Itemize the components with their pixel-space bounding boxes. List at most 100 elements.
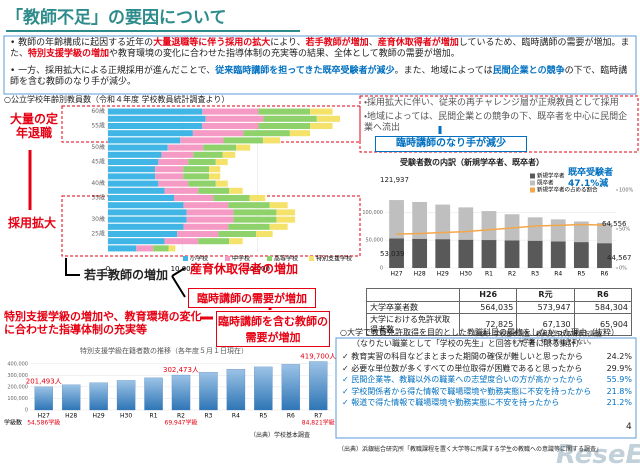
bar-segment	[262, 137, 281, 144]
bar-segment	[527, 217, 543, 241]
bar	[144, 377, 163, 411]
x-tick-label: H28	[65, 413, 77, 420]
y-tick-label: 100,000	[362, 210, 383, 216]
table-cell: 573,947	[516, 300, 575, 315]
table-cell: 564,035	[458, 300, 518, 315]
bar-segment	[108, 245, 137, 252]
page-number: 4	[626, 422, 632, 432]
bar	[309, 361, 328, 411]
summary-text: 従来臨時講師を担ってきた既卒受験者が減少	[215, 66, 395, 76]
bar-segment	[177, 230, 219, 238]
legend-swatch	[309, 256, 314, 261]
bar-segment	[573, 221, 589, 243]
bar	[281, 364, 301, 411]
bar-segment	[233, 209, 277, 216]
bar-segment	[108, 158, 159, 166]
survey-list: ✓ 教育実習の科目などまとまった期間の確保が難しいと思ったから 24.2% ✓ 必要…	[342, 352, 632, 410]
summary-text: しているため、臨時講師の需要が増加。また、	[10, 38, 630, 59]
bar-segment	[192, 130, 244, 137]
bar-segment	[108, 202, 184, 209]
bar-segment	[597, 243, 612, 268]
bar-segment	[108, 216, 187, 223]
x-tick-label: H27	[390, 271, 402, 278]
y-tick-label: 45歳	[91, 158, 105, 166]
bar-segment	[203, 144, 236, 151]
bar-segment	[276, 209, 296, 216]
legend-label: 新規学卒者の占める割合	[537, 186, 598, 194]
bar-segment	[108, 238, 165, 245]
bar-segment	[209, 166, 221, 173]
bar-segment	[198, 238, 230, 245]
bar-segment	[213, 194, 250, 202]
survey-pct: 55.9%	[606, 375, 632, 385]
table-header-cell: R元	[516, 288, 575, 302]
table-header: H26 R元 R6	[366, 288, 633, 302]
survey-item: ✓ 教育実習の科目などまとまった期間の確保が難しいと思ったから 24.2%	[342, 352, 632, 362]
annotation: 64,556	[602, 220, 627, 228]
legend-label: 既卒者	[537, 179, 554, 187]
bar-segment	[183, 223, 229, 230]
bar-segment	[458, 239, 474, 268]
summary-text: 。また、地域によっては	[394, 66, 493, 76]
bar-segment	[183, 202, 229, 209]
bar-segment	[269, 223, 288, 230]
bar-segment	[193, 151, 223, 158]
table-row: 大学における免許状取得者数 72,825 67,130 65,904	[366, 313, 633, 337]
bar	[89, 382, 108, 411]
summary-text: 民間企業との競争	[492, 66, 565, 76]
x-tick-label: R6	[600, 271, 608, 278]
survey-frame	[335, 337, 637, 439]
survey-text: ✓ 学校関係者から得た情報で職場環境や勤務実態に不安を持ったから	[342, 386, 592, 396]
bullet-mark: •	[10, 38, 19, 48]
survey-item: ✓ 必要な単位数が多くすべての単位取得が困難であると思ったから 29.9%	[342, 364, 632, 374]
bar-segment	[215, 180, 228, 187]
y-tick-label: 300,000	[7, 373, 28, 379]
bar-segment	[435, 239, 451, 268]
bar-segment	[597, 222, 612, 244]
bar-segment	[310, 108, 333, 115]
bar-segment	[180, 137, 224, 144]
summary-text: 特別支援学級の増加	[28, 48, 110, 59]
bar-segment	[256, 230, 273, 238]
survey-text: ✓ 必要な単位数が多くすべての単位取得が困難であると思ったから	[342, 363, 583, 373]
survey-subtitle: （なりたい職業として「学校の先生」と回答した者に限る集計）	[352, 339, 584, 348]
x-tick-label: R4	[232, 413, 240, 420]
bar-segment	[258, 108, 311, 115]
bar-segment	[316, 115, 341, 122]
note: ・地域によっては、民間企業との競争の下、既卒者を中心に民間企業へ流出	[364, 112, 628, 133]
note: ・採用拡大に伴い、従来の再チャレンジ層が正規教員として採用	[364, 98, 619, 108]
bar-segment	[389, 200, 404, 239]
line	[396, 223, 605, 235]
annotation: 53,039	[380, 250, 405, 258]
bar-segment	[158, 158, 189, 166]
source: （出典）浜銀総合研究所「教職課程を置く大学等に所属する学生の教職への意識等に関す…	[338, 446, 603, 453]
expand-frame	[61, 195, 361, 257]
table-cell: 67,130	[516, 313, 575, 337]
bar-segment	[228, 223, 270, 230]
survey-title: ○大学で教員免許取得を目的とした教職科目の履修をしなかった理由（抜粋）	[340, 328, 619, 337]
table-note: ※大学等：短大等は含まない。	[512, 339, 596, 346]
y-tick-label: 35歳	[91, 194, 105, 202]
callout: 大量の定年退職	[9, 112, 58, 141]
bar-segment	[155, 173, 184, 180]
legend-label: 高等学校	[274, 255, 298, 263]
bar-segment	[504, 240, 520, 268]
callout: 採用拡大	[7, 216, 56, 230]
x-tick-label: R1	[485, 271, 493, 278]
legend-label: 新規学卒者	[537, 172, 565, 180]
x-tick-label: H29	[93, 413, 105, 420]
bar-segment	[412, 201, 428, 239]
y2-tick-label: 50%	[619, 227, 630, 233]
bar	[199, 372, 218, 411]
class-label: 69,947学級	[165, 419, 198, 427]
legend-swatch	[267, 256, 272, 261]
x-tick-label: H27	[38, 413, 50, 420]
y-tick-label: 0	[25, 408, 28, 414]
summary-text: 若手教師が増加	[305, 38, 369, 48]
bar-segment	[183, 173, 210, 180]
x-tick-label: R5	[259, 413, 267, 420]
bar-segment	[222, 151, 236, 158]
legend-swatch	[183, 256, 188, 261]
x-tick-label: R2	[177, 413, 185, 420]
